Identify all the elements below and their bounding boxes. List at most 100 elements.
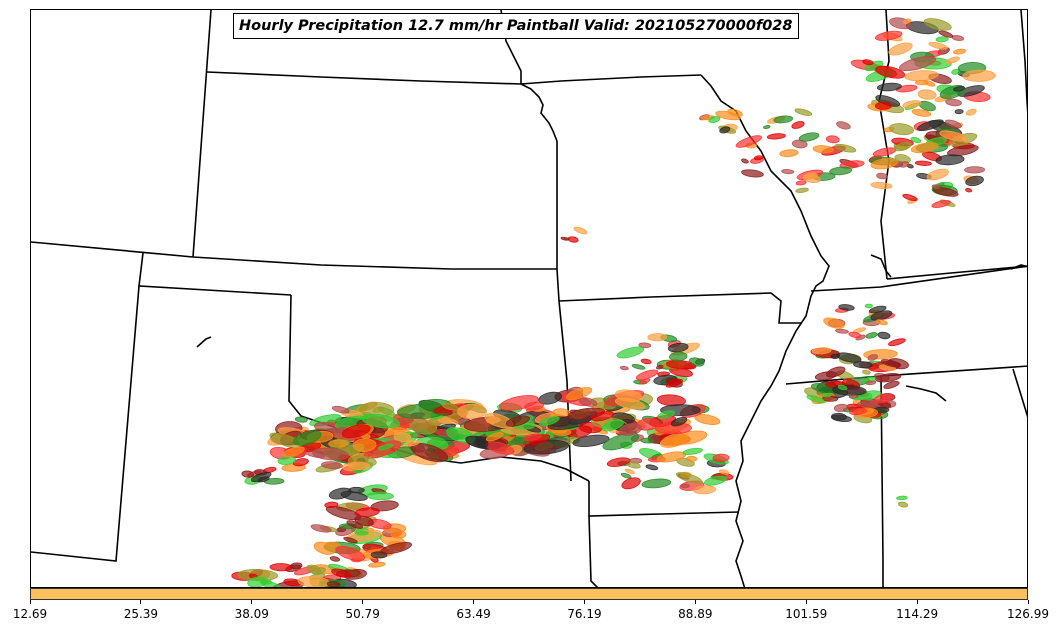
precip-blob xyxy=(896,495,908,501)
precip-blob xyxy=(290,562,303,570)
precip-blob xyxy=(292,458,309,467)
precip-blob xyxy=(635,369,659,381)
precip-blob xyxy=(348,461,370,471)
precip-blob xyxy=(505,415,530,427)
precip-blob xyxy=(935,154,965,166)
precip-blob xyxy=(838,304,855,311)
precip-blob xyxy=(293,430,322,446)
precip-blob xyxy=(601,419,624,432)
precip-blob xyxy=(313,541,336,555)
precip-blob xyxy=(380,542,413,555)
precip-blob xyxy=(657,410,675,419)
precip-blob xyxy=(876,82,902,92)
precip-blob xyxy=(686,455,698,462)
precip-blob xyxy=(939,130,968,142)
precip-blob xyxy=(829,166,853,176)
precip-blob xyxy=(294,416,308,423)
precip-blob xyxy=(839,160,865,169)
precip-blob xyxy=(343,536,358,544)
precip-blob xyxy=(945,98,962,107)
precip-blob xyxy=(836,121,851,130)
colorbar-tick-mark xyxy=(916,600,918,604)
precip-blob xyxy=(410,442,449,463)
precip-blob xyxy=(631,363,646,370)
precip-blob xyxy=(865,380,877,386)
precip-blob xyxy=(873,393,893,404)
colorbar-tick-mark xyxy=(694,600,696,604)
precip-blob xyxy=(670,416,688,427)
precip-blob xyxy=(250,471,272,483)
precip-blob xyxy=(262,466,277,474)
precip-blob xyxy=(619,365,629,371)
ensemble-precip-contours xyxy=(231,17,996,587)
precip-blob xyxy=(935,36,949,43)
precip-blob xyxy=(962,69,996,82)
precip-blob xyxy=(853,361,873,369)
precip-blob xyxy=(328,439,349,448)
precip-blob xyxy=(718,469,730,475)
precip-blob xyxy=(833,403,849,412)
precip-blob xyxy=(606,457,631,468)
colorbar-tick-mark xyxy=(140,600,142,604)
precip-blob xyxy=(802,174,821,183)
precip-blob xyxy=(282,446,305,458)
precip-blob xyxy=(931,184,941,190)
precip-blob xyxy=(682,447,703,455)
precip-blob xyxy=(795,187,809,193)
precip-blob xyxy=(910,136,922,144)
precip-blob xyxy=(672,430,708,445)
precip-blob xyxy=(874,30,903,41)
precip-blob xyxy=(902,193,918,202)
precip-blob xyxy=(329,556,341,562)
precip-blob xyxy=(735,135,762,148)
precip-blob xyxy=(741,169,764,178)
precip-blob xyxy=(346,520,363,529)
precip-blob xyxy=(638,342,652,349)
colorbar-tick-label: 63.49 xyxy=(456,607,491,621)
precip-blob xyxy=(616,346,644,359)
precip-blob xyxy=(676,472,703,484)
precip-blob xyxy=(486,416,501,424)
precip-blob xyxy=(794,108,813,116)
precip-blob xyxy=(624,468,635,475)
precip-blob xyxy=(889,123,914,136)
precip-blob xyxy=(688,357,705,367)
colorbar-tick-label: 126.99 xyxy=(1007,607,1049,621)
precip-blob xyxy=(312,447,349,461)
precip-blob xyxy=(694,414,721,425)
precip-blob xyxy=(865,332,878,339)
colorbar-tick-label: 101.59 xyxy=(785,607,828,621)
precip-blob xyxy=(923,18,952,31)
precip-blob xyxy=(665,378,683,388)
precip-blob xyxy=(640,358,652,365)
colorbar-tick-mark xyxy=(583,600,585,604)
precip-blob xyxy=(945,56,960,64)
precip-blob xyxy=(814,371,837,381)
precip-blob xyxy=(641,478,672,489)
precip-blob xyxy=(620,472,632,479)
precip-blob xyxy=(834,143,857,153)
precip-blob xyxy=(321,461,343,470)
precip-blob xyxy=(261,580,283,587)
precip-blob xyxy=(331,405,350,414)
precip-blob xyxy=(514,436,530,445)
precip-blob xyxy=(773,115,794,124)
precip-blob xyxy=(798,132,820,142)
precip-blob xyxy=(867,354,878,361)
precip-blob xyxy=(857,402,873,409)
precip-blob xyxy=(821,392,832,398)
precip-blob xyxy=(328,487,352,500)
precip-blob xyxy=(538,416,560,426)
precip-blob xyxy=(872,147,897,157)
precip-blob xyxy=(848,331,862,339)
precip-blob xyxy=(269,563,293,572)
precip-blob xyxy=(781,169,795,175)
precip-blob xyxy=(823,317,845,329)
precip-blob xyxy=(715,110,741,121)
precip-blob xyxy=(410,419,438,435)
precip-blob xyxy=(875,319,888,326)
precip-blob xyxy=(926,168,949,181)
precip-blob xyxy=(741,158,749,164)
precip-blob xyxy=(779,149,799,158)
precip-blob xyxy=(442,402,459,411)
